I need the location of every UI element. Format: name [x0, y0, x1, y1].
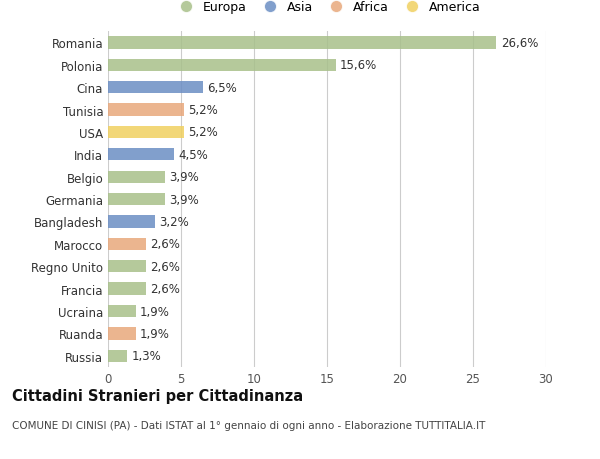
Bar — [108, 350, 127, 362]
Bar — [108, 261, 146, 273]
Text: 5,2%: 5,2% — [188, 126, 218, 139]
Text: 15,6%: 15,6% — [340, 59, 377, 72]
Text: 1,9%: 1,9% — [140, 305, 170, 318]
Text: 1,3%: 1,3% — [131, 350, 161, 363]
Bar — [108, 149, 174, 161]
Bar — [108, 238, 146, 251]
Legend: Europa, Asia, Africa, America: Europa, Asia, Africa, America — [168, 0, 486, 19]
Text: 3,2%: 3,2% — [159, 216, 189, 229]
Bar — [108, 283, 146, 295]
Bar — [108, 216, 155, 228]
Text: 2,6%: 2,6% — [151, 283, 180, 296]
Bar — [108, 305, 136, 318]
Bar — [108, 37, 496, 50]
Text: 2,6%: 2,6% — [151, 238, 180, 251]
Text: COMUNE DI CINISI (PA) - Dati ISTAT al 1° gennaio di ogni anno - Elaborazione TUT: COMUNE DI CINISI (PA) - Dati ISTAT al 1°… — [12, 420, 485, 430]
Text: 3,9%: 3,9% — [169, 193, 199, 206]
Text: Cittadini Stranieri per Cittadinanza: Cittadini Stranieri per Cittadinanza — [12, 388, 303, 403]
Text: 5,2%: 5,2% — [188, 104, 218, 117]
Bar — [108, 104, 184, 117]
Bar — [108, 328, 136, 340]
Bar — [108, 127, 184, 139]
Bar — [108, 82, 203, 94]
Bar — [108, 171, 165, 184]
Text: 3,9%: 3,9% — [169, 171, 199, 184]
Text: 2,6%: 2,6% — [151, 260, 180, 273]
Bar — [108, 60, 336, 72]
Text: 1,9%: 1,9% — [140, 327, 170, 340]
Text: 4,5%: 4,5% — [178, 149, 208, 162]
Text: 26,6%: 26,6% — [501, 37, 538, 50]
Text: 6,5%: 6,5% — [207, 82, 237, 95]
Bar — [108, 194, 165, 206]
